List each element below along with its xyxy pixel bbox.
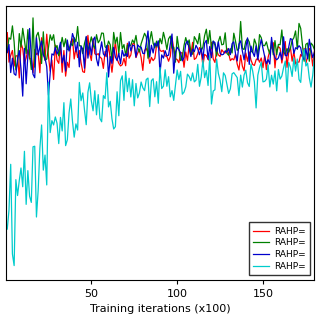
RAHP= <box>5 31 9 35</box>
RAHP= <box>302 48 306 52</box>
RAHP= <box>5 49 9 53</box>
RAHP= <box>45 65 49 68</box>
RAHP= <box>306 61 309 65</box>
RAHP= <box>11 252 14 256</box>
RAHP= <box>11 24 14 28</box>
RAHP= <box>45 57 49 61</box>
RAHP= <box>72 37 76 41</box>
RAHP= <box>43 153 47 157</box>
RAHP= <box>28 27 31 30</box>
RAHP= <box>5 51 9 54</box>
Line: RAHP=: RAHP= <box>7 50 315 266</box>
Line: RAHP=: RAHP= <box>7 18 315 70</box>
RAHP= <box>11 49 14 52</box>
RAHP= <box>31 16 35 20</box>
RAHP= <box>72 36 76 40</box>
RAHP= <box>304 61 308 65</box>
RAHP= <box>313 50 316 54</box>
RAHP= <box>282 50 285 54</box>
RAHP= <box>52 77 56 81</box>
RAHP= <box>124 64 128 68</box>
RAHP= <box>5 227 9 231</box>
Line: RAHP=: RAHP= <box>7 33 315 79</box>
RAHP= <box>71 37 75 41</box>
RAHP= <box>306 57 309 61</box>
RAHP= <box>280 61 284 65</box>
RAHP= <box>313 54 316 58</box>
RAHP= <box>41 52 45 56</box>
RAHP= <box>306 41 309 45</box>
RAHP= <box>21 94 25 98</box>
RAHP= <box>14 68 18 72</box>
RAHP= <box>313 48 316 52</box>
RAHP= <box>313 49 316 53</box>
RAHP= <box>71 119 75 123</box>
RAHP= <box>282 35 285 39</box>
RAHP= <box>11 56 14 60</box>
RAHP= <box>280 74 284 78</box>
RAHP= <box>125 55 129 59</box>
RAHP= <box>125 43 129 47</box>
X-axis label: Training iterations (x100): Training iterations (x100) <box>90 304 230 315</box>
Legend: RAHP=, RAHP=, RAHP=, RAHP=: RAHP=, RAHP=, RAHP=, RAHP= <box>249 222 310 275</box>
RAHP= <box>124 69 128 73</box>
Line: RAHP=: RAHP= <box>7 28 315 96</box>
RAHP= <box>12 264 16 268</box>
